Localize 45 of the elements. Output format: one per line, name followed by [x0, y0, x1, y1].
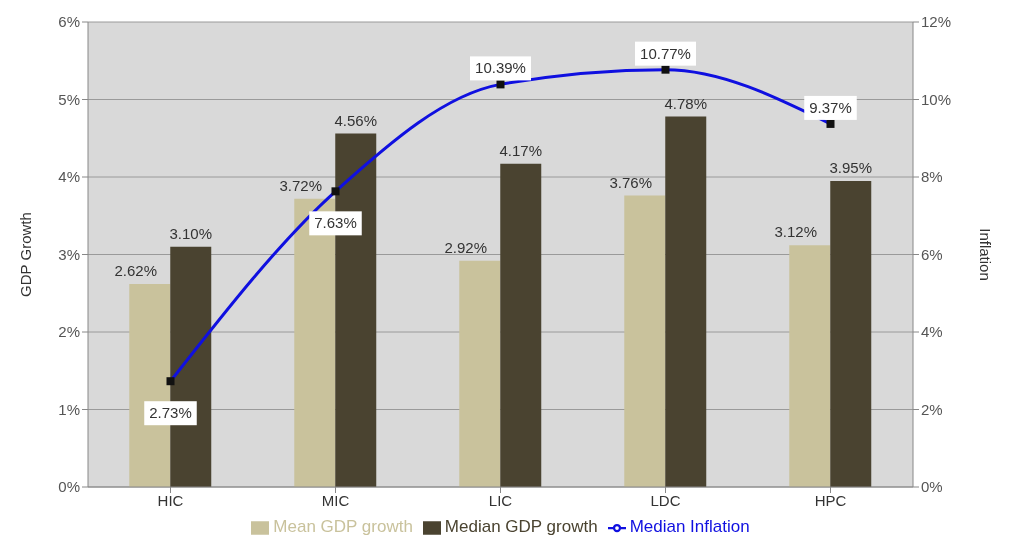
data-label: 2.92% — [444, 238, 488, 256]
data-label: 2.62% — [114, 261, 158, 279]
x-tick-label: LIC — [488, 491, 513, 509]
data-label: 2.73% — [149, 404, 192, 422]
bar — [459, 260, 501, 487]
data-label: 7.63% — [314, 214, 357, 232]
x-tick-label: MIC — [321, 491, 350, 509]
data-label: 9.37% — [809, 98, 852, 116]
data-label: 3.10% — [169, 224, 213, 242]
bar — [830, 180, 872, 487]
data-label: 3.72% — [279, 176, 323, 194]
data-label: 4.17% — [499, 141, 543, 159]
x-tick-label: HIC — [157, 491, 184, 509]
data-label: 4.78% — [664, 94, 708, 112]
bar — [665, 116, 707, 487]
y-tick-label: 3% — [58, 245, 80, 263]
y-tick-label: 6% — [58, 13, 80, 31]
y2-tick-label: 0% — [921, 478, 943, 496]
x-tick-label: LDC — [650, 491, 681, 509]
y2-tick-label: 10% — [921, 90, 952, 108]
y-tick-label: 2% — [58, 323, 80, 341]
y2-tick-label: 6% — [921, 245, 943, 263]
legend-label: Mean GDP growth — [273, 517, 413, 536]
data-label: 3.12% — [774, 223, 818, 241]
legend-label: Median GDP growth — [444, 517, 598, 536]
data-label: 10.39% — [475, 59, 526, 77]
data-label: 10.77% — [640, 44, 691, 62]
data-label: 4.56% — [334, 111, 378, 129]
y2-tick-label: 4% — [921, 323, 943, 341]
y2-tick-label: 8% — [921, 168, 943, 186]
y-axis-title: GDP Growth — [17, 212, 35, 297]
y2-tick-label: 2% — [921, 400, 943, 418]
y-tick-label: 1% — [58, 400, 80, 418]
y-tick-label: 0% — [58, 478, 80, 496]
y2-tick-label: 12% — [921, 13, 952, 31]
y-tick-label: 4% — [58, 168, 80, 186]
bar — [624, 195, 666, 487]
bar — [789, 245, 831, 487]
legend-label: Median Inflation — [629, 517, 750, 536]
y-tick-label: 5% — [58, 90, 80, 108]
y2-axis-title: Inflation — [976, 228, 994, 281]
bar — [500, 163, 542, 487]
data-label: 3.95% — [829, 158, 873, 176]
x-tick-label: HPC — [814, 491, 847, 509]
data-label: 3.76% — [609, 173, 653, 191]
